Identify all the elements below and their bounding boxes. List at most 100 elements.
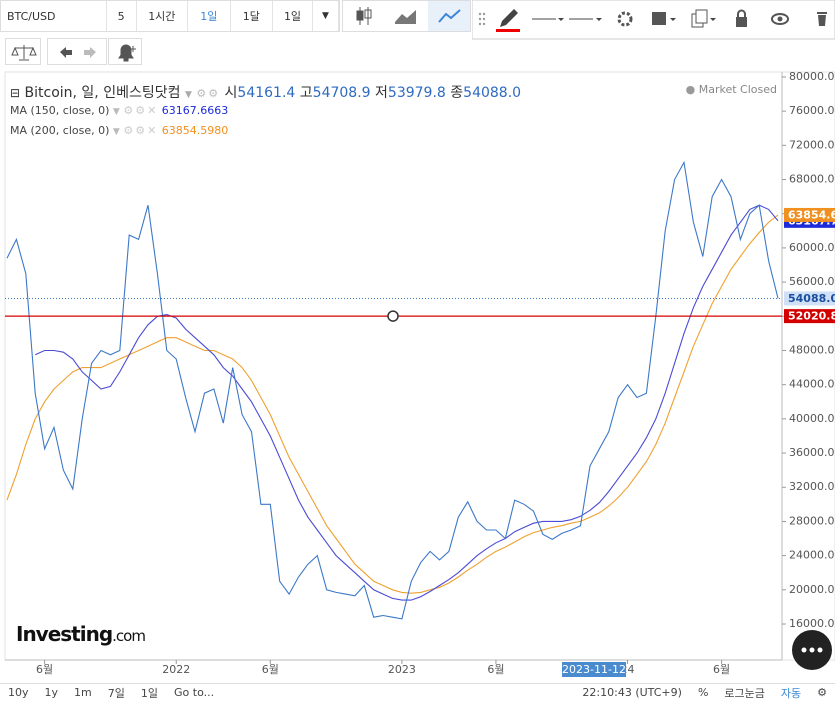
trash-icon[interactable]: [817, 12, 827, 26]
range-button[interactable]: 1일: [140, 686, 158, 700]
range-button[interactable]: 1y: [44, 686, 59, 699]
y-tick-label: 76000.0: [789, 104, 835, 117]
caret: [596, 18, 602, 21]
interval-button[interactable]: 5: [107, 1, 137, 31]
lock-shackle: [737, 9, 746, 17]
ohlc-label: 고: [299, 85, 313, 101]
goto-button[interactable]: Go to...: [174, 686, 215, 699]
indicator-tools[interactable]: ⚙⚙✕: [123, 124, 159, 137]
y-tick-label: 32000.0: [789, 480, 835, 493]
indicator-legend: MA (200, close, 0) ▼ ⚙⚙✕ 63854.5980: [10, 124, 228, 137]
range-button[interactable]: 10y: [8, 686, 29, 699]
drawing-toolbar: [472, 0, 835, 40]
caret: [670, 18, 676, 21]
series-line: [6, 214, 779, 594]
y-tick-label: 60000.0: [789, 241, 835, 254]
cursor-date: 2023-11-12: [562, 663, 626, 676]
x-tick-label: 6월: [487, 663, 504, 676]
candle-icon[interactable]: [356, 7, 372, 25]
interval-button[interactable]: 1달: [231, 1, 274, 31]
caret: ▼: [184, 90, 192, 100]
eye-icon[interactable]: [771, 13, 789, 25]
alert-button[interactable]: [108, 38, 142, 65]
price-tag: [784, 291, 835, 306]
percent-button[interactable]: %: [697, 686, 709, 699]
log-button[interactable]: 로그눈금: [724, 686, 765, 700]
redo-icon[interactable]: [84, 47, 96, 58]
caret: ▼: [112, 127, 120, 137]
range-button[interactable]: 1m: [74, 686, 92, 699]
range-button[interactable]: 7일: [107, 686, 125, 700]
series-title: Bitcoin, 일, 인베스팅닷컴: [24, 85, 181, 101]
indicator-name: MA (200, close, 0): [10, 124, 110, 137]
caret: [710, 18, 716, 21]
auto-button[interactable]: 자동: [780, 686, 802, 700]
eye-pupil: [777, 16, 783, 22]
clone-icon: [695, 9, 708, 24]
x-tick-label: 2022: [162, 663, 190, 676]
menu-button[interactable]: [792, 630, 834, 672]
ohlc-value: 54161.4: [237, 85, 296, 101]
plot-frame: [4, 71, 835, 661]
caret: ▼: [112, 107, 120, 117]
interval-button[interactable]: 1시간: [137, 1, 188, 31]
indicator-name: MA (150, close, 0): [10, 104, 110, 117]
scale-icon: [11, 45, 37, 61]
series-tools[interactable]: ⚙⚙: [196, 87, 221, 100]
x-tick-label: 6월: [262, 663, 279, 676]
bell-icon: [118, 44, 136, 62]
undo-redo[interactable]: [47, 38, 107, 65]
status-dot: ●: [685, 83, 696, 96]
ohlc-label: 종: [450, 85, 464, 101]
pencil-color: [496, 29, 520, 32]
legend: ⊟ Bitcoin, 일, 인베스팅닷컴 ▼ ⚙⚙ 시54161.4 고5470…: [10, 82, 521, 102]
caret: [558, 18, 564, 21]
y-tick-label: 20000.0: [789, 583, 835, 596]
toolbar: BTC/USD 5 1시간 1일 1달 1일 ▼: [0, 0, 340, 32]
lock-icon[interactable]: [736, 17, 747, 27]
ohlc-value: 54708.9: [312, 85, 371, 101]
interval-button[interactable]: 1일: [188, 1, 231, 31]
watermark-suffix: .com: [112, 627, 146, 645]
price-tag-label: 52020.8: [788, 310, 835, 323]
x-tick-label: 6월: [36, 663, 53, 676]
price-tag-label: 54088.0: [788, 292, 835, 305]
y-tick-label: 36000.0: [789, 446, 835, 459]
series-line: [6, 160, 779, 620]
settings-icon[interactable]: [617, 11, 633, 27]
settings-button[interactable]: ⚙: [817, 686, 827, 699]
collapse-icon[interactable]: ⊟: [10, 86, 21, 100]
y-tick-label: 48000.0: [789, 343, 835, 356]
y-tick-label: 68000.0: [789, 173, 835, 186]
fill-icon[interactable]: [652, 12, 666, 25]
area-icon[interactable]: [395, 10, 416, 24]
price-tag: [784, 207, 835, 222]
pencil-icon[interactable]: [500, 9, 518, 27]
cursor-date-bg: [562, 662, 626, 677]
indicator-value: 63167.6663: [161, 104, 229, 117]
ohlc-value: 54088.0: [463, 85, 522, 101]
ohlc-value: 53979.8: [387, 85, 446, 101]
line-handle: [387, 310, 399, 322]
price-tag-label: 63854.6: [788, 208, 835, 221]
y-tick-label: 56000.0: [789, 275, 835, 288]
undo-icon[interactable]: [60, 47, 72, 58]
price-tag: [784, 309, 835, 324]
line-icon[interactable]: [438, 9, 461, 23]
grip: [478, 12, 486, 26]
symbol[interactable]: BTC/USD: [1, 1, 107, 31]
interval-button[interactable]: 1일: [273, 1, 313, 31]
y-tick-label: 40000.0: [789, 412, 835, 425]
y-tick-label: 16000.0: [789, 617, 835, 630]
chart-style-buttons: [342, 0, 471, 32]
y-tick-label: 72000.0: [789, 138, 835, 151]
x-tick-label: 2023: [388, 663, 416, 676]
ohlc-label: 시: [224, 85, 238, 101]
y-tick-label: 28000.0: [789, 514, 835, 527]
footer: 10y 1y 1m 7일 1일 Go to... 22:10:43 (UTC+9…: [0, 683, 835, 701]
x-tick-label: 6월: [713, 663, 730, 676]
compare-button[interactable]: [5, 38, 41, 65]
indicator-tools[interactable]: ⚙⚙✕: [123, 104, 159, 117]
dropdown[interactable]: ▼: [313, 1, 339, 31]
